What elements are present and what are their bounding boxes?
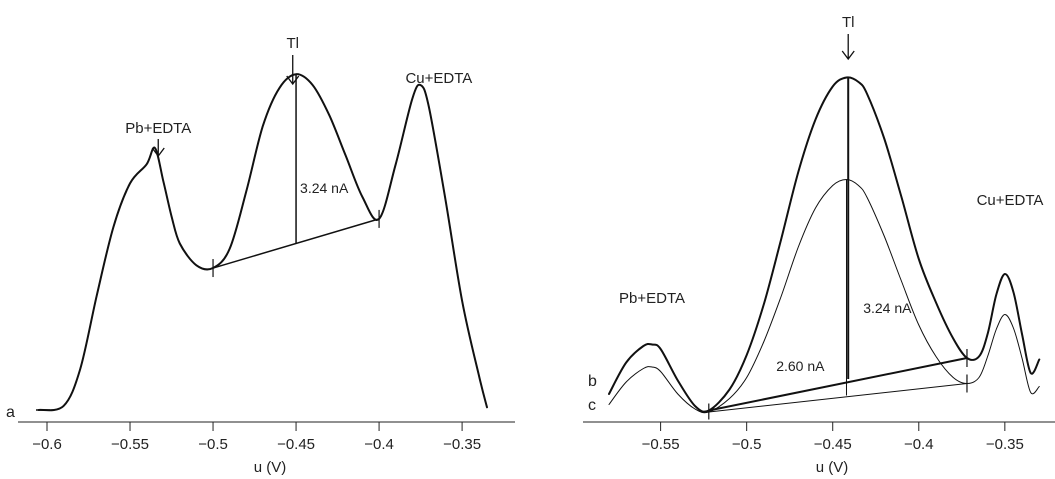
chart-a-annotation-tl: Tl xyxy=(286,35,299,52)
chart-b-annotation-cu-edta: Cu+EDTA xyxy=(977,192,1044,209)
chart-a-annotation-pb-edta: Pb+EDTA xyxy=(125,120,191,137)
chart-a-x-tick-label-4: −0.4 xyxy=(364,436,394,453)
chart-a-annotation-peak-value: 3.24 nA xyxy=(300,180,349,196)
chart-b-x-tick-label-3: −0.4 xyxy=(904,436,934,453)
chart-a-x-tick-label-1: −0.55 xyxy=(111,436,149,453)
chart-b-x-tick-label-2: −0.45 xyxy=(814,436,852,453)
chart-b-arrow-tl-icon xyxy=(841,34,855,61)
chart-a-x-tick-label-5: −0.35 xyxy=(443,436,481,453)
chart-b-x-tick-label-0: −0.55 xyxy=(642,436,680,453)
chart-b-curve-label-b: b xyxy=(588,373,597,390)
chart-b: −0.55 −0.5 −0.45 −0.4 −0.35 u (V) b c Pb+EDT… xyxy=(583,14,1055,476)
chart-b-baseline-b xyxy=(708,357,968,412)
chart-a-x-label: u (V) xyxy=(254,459,287,476)
chart-b-series-b-line xyxy=(608,76,1041,413)
chart-a-x-tick-label-0: −0.6 xyxy=(32,436,62,453)
chart-b-ticks: −0.55 −0.5 −0.45 −0.4 −0.35 xyxy=(642,422,1024,453)
chart-a-x-tick-label-3: −0.45 xyxy=(277,436,315,453)
chart-a-arrow-tl-icon xyxy=(286,55,300,86)
chart-a-ticks: −0.6 −0.55 −0.5 −0.45 −0.4 −0.35 xyxy=(32,422,481,453)
chart-b-baseline-c xyxy=(708,383,968,413)
chart-a-curve-label-a: a xyxy=(6,404,15,421)
chart-b-annotation-pb-edta: Pb+EDTA xyxy=(619,290,685,307)
chart-a-x-tick-label-2: −0.5 xyxy=(198,436,228,453)
chart-a-series-a-line xyxy=(37,73,488,412)
chart-b-x-tick-label-4: −0.35 xyxy=(986,436,1024,453)
chart-b-annotation-peak-value-c: 2.60 nA xyxy=(776,358,825,374)
chart-b-annotation-peak-value-b: 3.24 nA xyxy=(863,300,912,316)
chart-b-x-tick-label-1: −0.5 xyxy=(732,436,762,453)
chart-a-arrow-pb-edta-icon xyxy=(151,139,165,158)
chart-a: −0.6 −0.55 −0.5 −0.45 −0.4 −0.35 u (V) a Pb+E… xyxy=(6,35,515,476)
chart-b-annotation-tl: Tl xyxy=(842,14,855,31)
chart-a-annotation-cu-edta: Cu+EDTA xyxy=(405,70,472,87)
chart-b-x-label: u (V) xyxy=(816,459,849,476)
chart-b-series-c-line xyxy=(608,179,1040,414)
chart-b-curve-label-c: c xyxy=(588,397,596,414)
